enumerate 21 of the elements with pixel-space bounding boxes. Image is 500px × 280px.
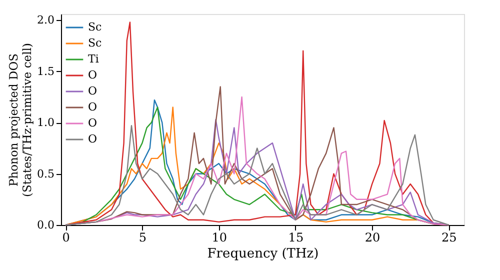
legend-label: O: [88, 84, 98, 98]
legend-label: Sc: [88, 36, 102, 50]
x-tick-label: 25: [442, 230, 457, 244]
legend-label: O: [88, 132, 98, 146]
legend-label: O: [88, 68, 98, 82]
y-tick-label: 1.5: [37, 64, 54, 78]
y-tick-label: 0.5: [37, 167, 54, 180]
y-tick-label: 1.0: [37, 116, 54, 130]
y-tick-label: 0.0: [37, 218, 54, 232]
y-tick-label: 2.0: [37, 14, 54, 27]
legend-label: O: [88, 116, 98, 130]
legend-label: O: [88, 100, 98, 114]
x-tick-label: 15: [288, 230, 304, 244]
legend-label: Sc: [88, 20, 102, 34]
x-axis-title: Frequency (THz): [207, 246, 319, 262]
x-tick-label: 20: [364, 230, 380, 244]
legend-label: Ti: [88, 52, 100, 66]
x-tick-label: 5: [138, 230, 147, 244]
y-axis-title: Phonon projected DOS (States/THz·primitive cell): [6, 43, 34, 197]
x-tick-label: 10: [212, 230, 227, 244]
x-tick-label: 0: [62, 230, 70, 244]
